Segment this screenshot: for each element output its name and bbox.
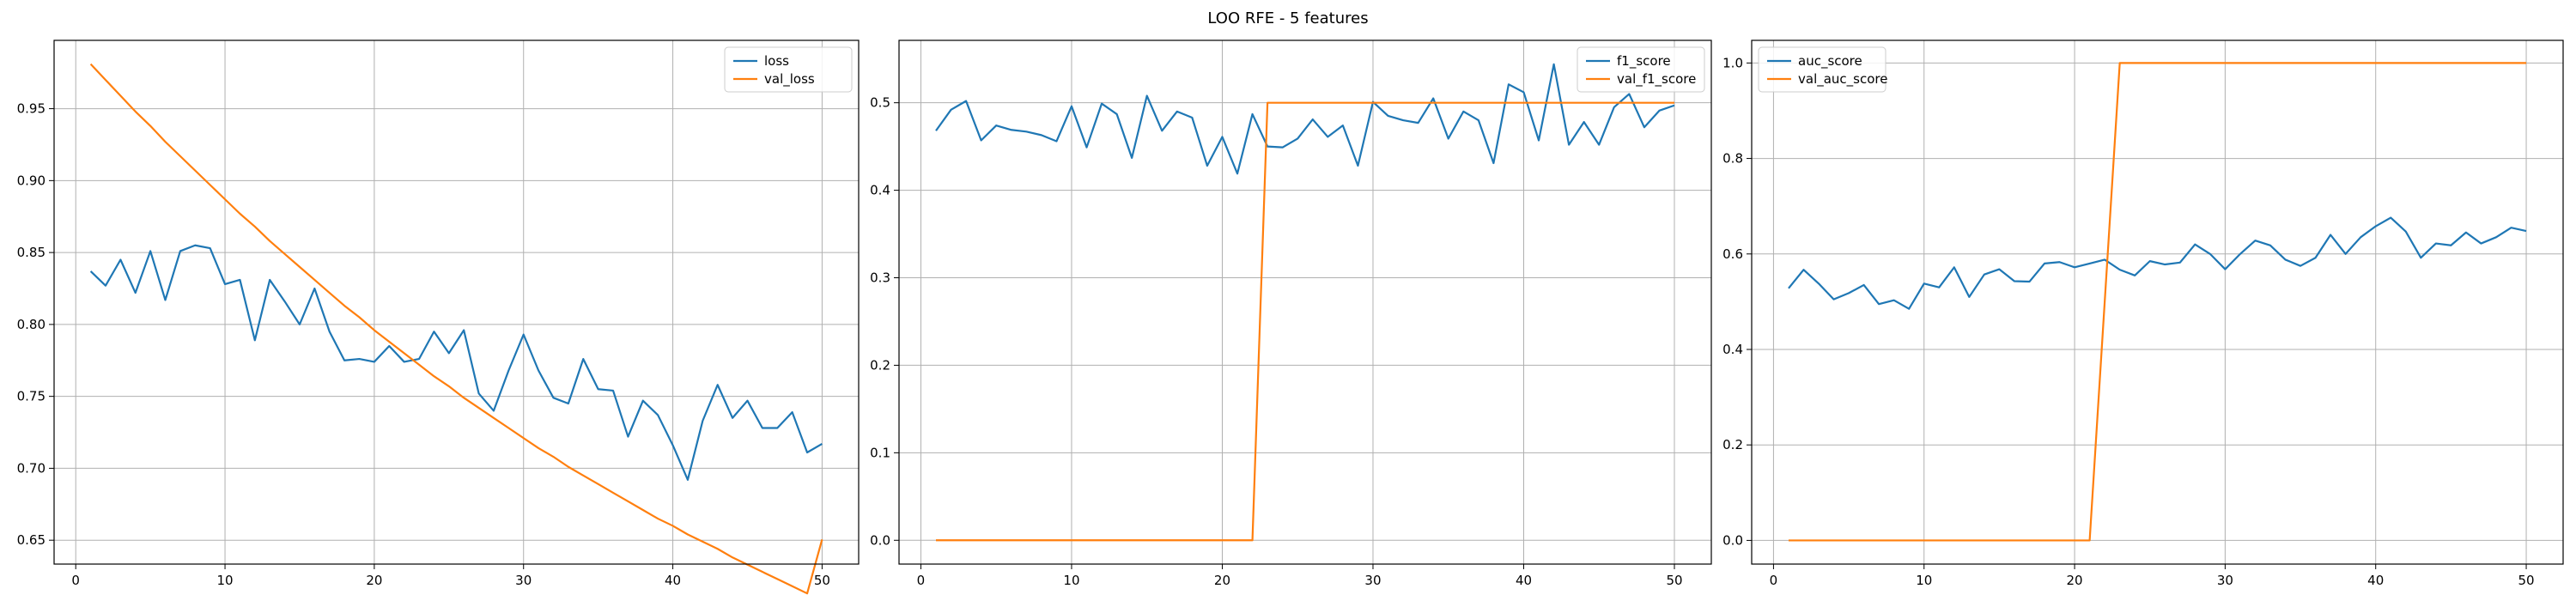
y-tick-label: 0.2: [870, 357, 890, 373]
y-tick-label: 0.80: [17, 317, 46, 332]
y-tick-label: 0.3: [870, 270, 890, 286]
x-tick-label: 20: [1214, 573, 1230, 588]
x-tick-label: 10: [1916, 573, 1932, 588]
x-tick-label: 0: [917, 573, 926, 588]
y-tick-label: 0.6: [1722, 246, 1743, 262]
figure-title: LOO RFE - 5 features: [1207, 9, 1368, 27]
y-tick-label: 0.8: [1722, 151, 1743, 167]
legend-label: f1_score: [1617, 53, 1671, 70]
y-tick-label: 0.70: [17, 460, 46, 476]
y-tick-label: 0.85: [17, 245, 46, 260]
y-tick-label: 0.5: [870, 95, 890, 111]
legend-label: val_auc_score: [1798, 71, 1888, 88]
subplot-auc: 0 10 20 30 40 50 0.0 0.2 0.4 0.6 0.8 1.0 auc_scoreva…: [1722, 39, 2564, 588]
legend-label: val_loss: [764, 71, 815, 88]
y-tick-label: 0.95: [17, 101, 46, 117]
x-tick-label: 50: [1666, 573, 1682, 588]
x-tick-label: 0: [1770, 573, 1778, 588]
y-tick-label: 0.65: [17, 532, 46, 548]
subplot-f1: 0 10 20 30 40 50 0.0 0.1 0.2 0.3 0.4 0.5 f1_scoreval…: [870, 39, 1712, 588]
y-tick-label: 0.4: [1722, 342, 1743, 357]
y-tick-label: 0.0: [870, 532, 890, 548]
axes-frame: [1751, 39, 2564, 565]
series-line-val-loss: [89, 63, 823, 595]
x-tick-label: 40: [1516, 573, 1532, 588]
x-tick-label: 10: [217, 573, 234, 588]
x-tick-label: 10: [1063, 573, 1079, 588]
series-line-auc-score: [1788, 216, 2527, 310]
legend-label: auc_score: [1798, 53, 1862, 70]
y-tick-label: 0.2: [1722, 437, 1743, 452]
y-tick-label: 0.0: [1722, 532, 1743, 548]
legend-box: [724, 46, 853, 93]
x-tick-label: 30: [1364, 573, 1381, 588]
x-tick-label: 30: [515, 573, 532, 588]
x-tick-label: 0: [71, 573, 80, 588]
x-tick-label: 20: [366, 573, 382, 588]
x-tick-label: 50: [2518, 573, 2534, 588]
legend-label: val_f1_score: [1617, 71, 1696, 88]
legend: loss val_loss: [724, 46, 853, 93]
y-tick-label: 0.90: [17, 173, 46, 188]
axes-frame: [898, 39, 1712, 565]
x-tick-label: 40: [2367, 573, 2384, 588]
subplot-loss: 0 10 20 30 40 50 0.65 0.70 0.75 0.80 0.85 0.90 0.95 l…: [17, 39, 860, 595]
series-line-loss: [89, 244, 823, 481]
x-tick-label: 40: [665, 573, 681, 588]
legend-box: [1577, 46, 1705, 93]
y-tick-label: 0.75: [17, 389, 46, 404]
y-tick-label: 0.4: [870, 183, 890, 198]
axes-frame: [53, 39, 860, 565]
y-tick-label: 1.0: [1722, 55, 1743, 70]
series-line-val-auc-score: [1788, 62, 2527, 542]
series-line-f1-score: [935, 63, 1675, 175]
series-line-val-f1-score: [936, 101, 1674, 542]
x-tick-label: 20: [2067, 573, 2083, 588]
x-tick-label: 30: [2217, 573, 2233, 588]
y-tick-label: 0.1: [870, 445, 890, 460]
x-tick-label: 50: [814, 573, 830, 588]
legend-box: [1758, 46, 1886, 93]
legend-label: loss: [764, 53, 789, 69]
